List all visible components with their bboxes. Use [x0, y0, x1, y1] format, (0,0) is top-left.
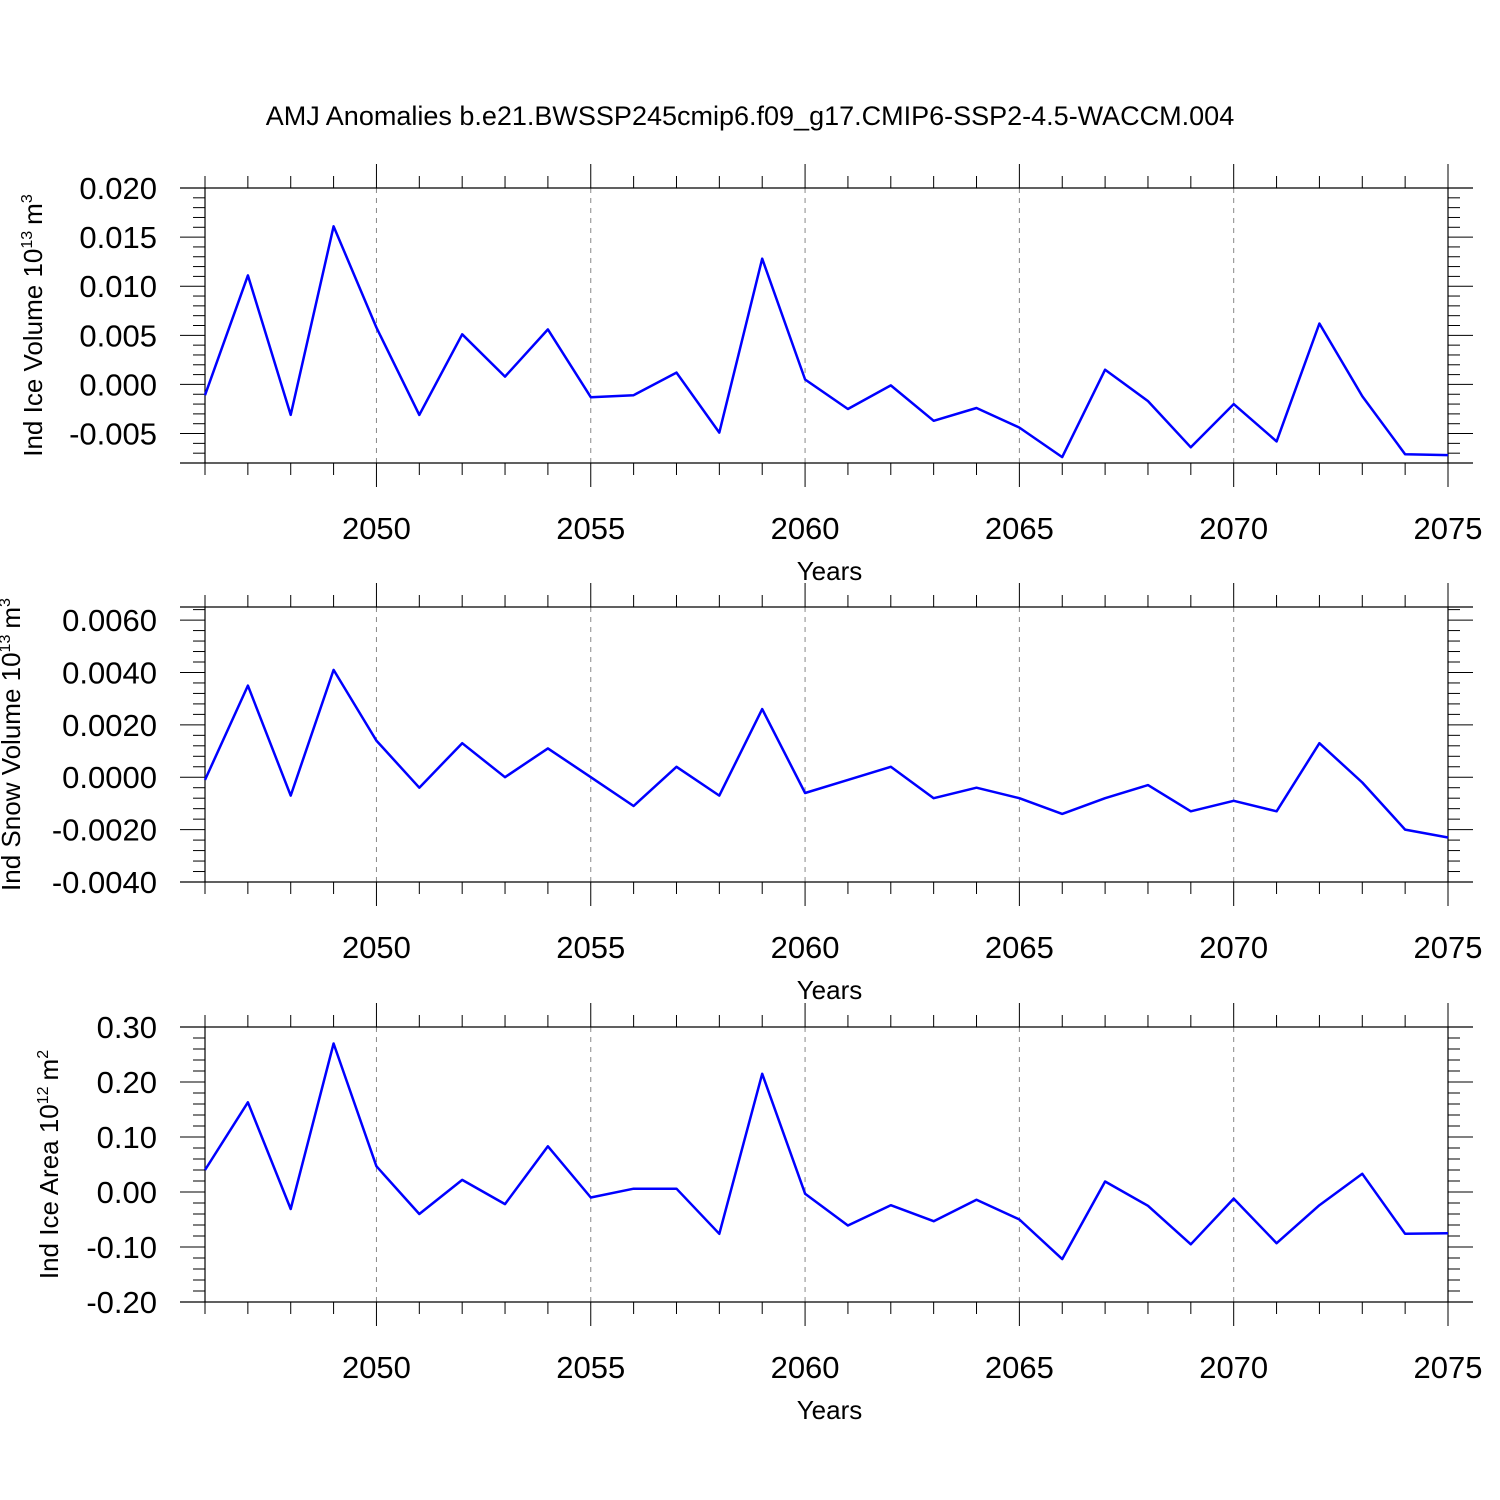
y-tick-label: -0.0020 — [52, 813, 157, 848]
y-axis-title: Ind Ice Area 1012 m2 — [34, 1050, 64, 1279]
y-axis-title-part: m — [18, 203, 48, 225]
y-axis-title-part: 3 — [0, 598, 14, 607]
y-axis-title-part: m — [34, 1059, 64, 1081]
x-axis-title: Years — [797, 975, 863, 1005]
y-tick-label: 0.0060 — [62, 603, 157, 638]
x-tick-label: 2060 — [771, 511, 840, 546]
y-tick-label: -0.0040 — [52, 865, 157, 900]
y-tick-label: 0.00 — [97, 1175, 157, 1210]
y-tick-label: 0.0000 — [62, 760, 157, 795]
y-axis-title-part: 12 — [35, 1086, 52, 1104]
x-tick-label: 2055 — [556, 1350, 625, 1385]
x-tick-label: 2075 — [1414, 930, 1483, 965]
y-tick-label: -0.10 — [86, 1230, 157, 1265]
y-tick-label: 0.0040 — [62, 655, 157, 690]
y-tick-label: 0.10 — [97, 1120, 157, 1155]
x-tick-label: 2065 — [985, 1350, 1054, 1385]
y-axis-title-part: 13 — [19, 231, 36, 249]
panels: 0.020 0.015 0.010 0.005 0.000 -0.005 2050 2055 2… — [0, 164, 1482, 1425]
x-tick-label: 2050 — [342, 1350, 411, 1385]
x-axis-title: Years — [797, 1395, 863, 1425]
x-tick-label: 2060 — [771, 930, 840, 965]
panel-3: 0.30 0.20 0.10 0.00 -0.10 -0.20 2050 2055 2060 20… — [34, 1003, 1482, 1425]
y-tick-label: 0.0020 — [62, 708, 157, 743]
y-tick-label: 0.005 — [79, 318, 157, 353]
y-tick-label: -0.005 — [69, 417, 157, 452]
y-tick-label: 0.000 — [79, 367, 157, 402]
y-axis-title-part: Ind Ice Volume 10 — [18, 249, 48, 457]
series-line — [203, 225, 1449, 459]
x-tick-label: 2070 — [1199, 511, 1268, 546]
y-tick-label: 0.015 — [79, 220, 157, 255]
x-tick-label: 2055 — [556, 511, 625, 546]
x-tick-label: 2060 — [771, 1350, 840, 1385]
y-tick-label: -0.20 — [86, 1285, 157, 1320]
x-tick-label: 2065 — [985, 930, 1054, 965]
y-axis-title: Ind Ice Volume 1013 m3 — [18, 194, 48, 457]
panel-1: 0.020 0.015 0.010 0.005 0.000 -0.005 2050 2055 2… — [18, 164, 1482, 586]
y-axis-title-part: Ind Ice Area 10 — [34, 1104, 64, 1279]
y-axis-title-part: Ind Snow Volume 10 — [0, 652, 26, 891]
x-tick-label: 2075 — [1414, 511, 1483, 546]
x-axis-title: Years — [797, 556, 863, 586]
chart-title: AMJ Anomalies b.e21.BWSSP245cmip6.f09_g1… — [266, 101, 1234, 131]
y-tick-label: 0.20 — [97, 1065, 157, 1100]
y-tick-label: 0.010 — [79, 269, 157, 304]
y-axis-title-part: 13 — [0, 635, 14, 653]
x-tick-label: 2050 — [342, 930, 411, 965]
x-tick-label: 2065 — [985, 511, 1054, 546]
x-tick-label: 2075 — [1414, 1350, 1483, 1385]
x-tick-label: 2050 — [342, 511, 411, 546]
x-tick-label: 2070 — [1199, 930, 1268, 965]
y-axis-title: Ind Snow Volume 1013 m3 — [0, 598, 26, 891]
y-axis-title-part: 2 — [35, 1050, 52, 1059]
y-tick-label: 0.020 — [79, 171, 157, 206]
series-line — [203, 668, 1449, 839]
x-tick-label: 2055 — [556, 930, 625, 965]
panel-2: 0.0060 0.0040 0.0020 0.0000 -0.0020 -0.0040 20… — [0, 583, 1482, 1005]
x-tick-label: 2070 — [1199, 1350, 1268, 1385]
series-line — [203, 1042, 1449, 1261]
y-tick-label: 0.30 — [97, 1010, 157, 1045]
y-axis-title-part: 3 — [19, 194, 36, 203]
y-axis-title-part: m — [0, 607, 26, 629]
